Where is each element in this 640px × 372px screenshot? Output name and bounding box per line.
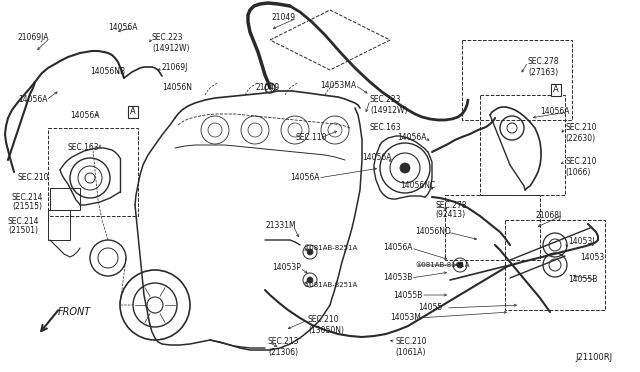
- Text: 14056A: 14056A: [18, 96, 47, 105]
- Text: SEC.223: SEC.223: [152, 33, 184, 42]
- Text: 14056N: 14056N: [162, 83, 192, 93]
- Text: (14912W): (14912W): [152, 44, 189, 52]
- Text: 14056A: 14056A: [70, 110, 99, 119]
- Text: (27163): (27163): [528, 67, 558, 77]
- Text: (22630): (22630): [565, 134, 595, 142]
- Text: A: A: [553, 86, 559, 94]
- Text: FRONT: FRONT: [58, 307, 92, 317]
- Text: 21069J: 21069J: [162, 64, 188, 73]
- Text: (1066): (1066): [565, 167, 590, 176]
- Text: 21049: 21049: [256, 83, 280, 93]
- Bar: [505, 220, 605, 310]
- Text: 14056A: 14056A: [540, 108, 570, 116]
- Circle shape: [400, 163, 410, 173]
- Circle shape: [307, 277, 313, 283]
- Text: 14055B: 14055B: [568, 276, 597, 285]
- Text: J21100RJ: J21100RJ: [575, 353, 612, 362]
- Text: SEC.223: SEC.223: [370, 96, 401, 105]
- Text: (21306): (21306): [268, 347, 298, 356]
- Circle shape: [457, 262, 463, 268]
- Bar: [462, 40, 572, 120]
- Text: 14056A: 14056A: [290, 173, 319, 183]
- Text: 14053: 14053: [580, 253, 604, 263]
- Bar: [48, 210, 70, 240]
- Text: SEC.210: SEC.210: [565, 124, 596, 132]
- Text: A: A: [130, 108, 136, 116]
- Text: 14053MA: 14053MA: [320, 80, 356, 90]
- Text: 14053B: 14053B: [383, 273, 412, 282]
- Text: SEC.213: SEC.213: [268, 337, 300, 346]
- Text: (21515): (21515): [12, 202, 42, 212]
- Text: 14053M: 14053M: [390, 314, 421, 323]
- Bar: [445, 195, 540, 260]
- Circle shape: [307, 249, 313, 255]
- Text: SEC.210: SEC.210: [395, 337, 426, 346]
- Text: 14056ND: 14056ND: [415, 228, 451, 237]
- Text: 14053P: 14053P: [272, 263, 301, 273]
- Text: (92413): (92413): [435, 211, 465, 219]
- Bar: [50, 188, 80, 210]
- Bar: [480, 95, 565, 195]
- Text: 14056A: 14056A: [383, 244, 413, 253]
- Bar: [48, 128, 138, 216]
- Text: SEC.210: SEC.210: [308, 315, 339, 324]
- Text: (14912W): (14912W): [370, 106, 408, 115]
- Text: SEC.210: SEC.210: [18, 173, 49, 183]
- Text: ①081AB-8251A: ①081AB-8251A: [303, 245, 357, 251]
- Text: (21501): (21501): [8, 227, 38, 235]
- Text: 14056A: 14056A: [108, 23, 138, 32]
- Text: 21069JA: 21069JA: [18, 33, 49, 42]
- Text: 14056NC: 14056NC: [400, 180, 435, 189]
- Text: SEC.214: SEC.214: [12, 193, 44, 202]
- Text: 14055B: 14055B: [393, 291, 422, 299]
- Text: 21049: 21049: [272, 13, 296, 22]
- Text: (13050N): (13050N): [308, 326, 344, 334]
- Text: 21068J: 21068J: [535, 211, 561, 219]
- Text: 14053J: 14053J: [568, 237, 595, 247]
- Text: SEC.163: SEC.163: [68, 144, 100, 153]
- Text: 14056A: 14056A: [362, 154, 392, 163]
- Text: ①081AB-8161A: ①081AB-8161A: [415, 262, 470, 268]
- Text: 14055: 14055: [418, 304, 442, 312]
- Text: SEC.210: SEC.210: [565, 157, 596, 167]
- Text: SEC.110: SEC.110: [295, 134, 326, 142]
- Text: SEC.278: SEC.278: [528, 58, 559, 67]
- Text: ①081AB-8251A: ①081AB-8251A: [303, 282, 357, 288]
- Text: SEC.214: SEC.214: [8, 218, 40, 227]
- Text: 14056NB: 14056NB: [90, 67, 125, 77]
- Text: 21331M: 21331M: [265, 221, 296, 230]
- Text: 14056A: 14056A: [397, 134, 426, 142]
- Text: SEC.278: SEC.278: [435, 201, 467, 209]
- Text: (1061A): (1061A): [395, 347, 426, 356]
- Text: SEC.163: SEC.163: [370, 124, 402, 132]
